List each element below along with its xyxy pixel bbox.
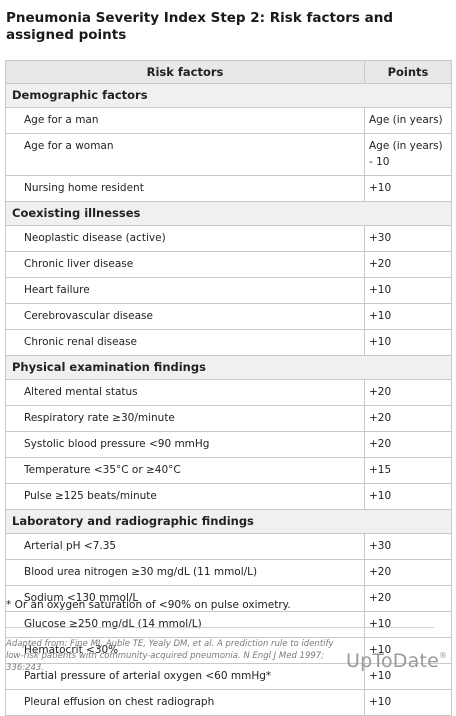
column-header-points: Points [364,60,452,84]
table-row: Age for a woman Age (in years) - 10 [5,133,452,176]
points-cell: Age (in years) [364,107,452,134]
table-row: Respiratory rate ≥30/minute +20 [5,405,452,432]
table-body: Demographic factors Age for a man Age (in … [5,83,452,716]
table-row: Chronic liver disease +20 [5,251,452,278]
footnote: * Or an oxygen saturation of <90% on pul… [6,599,291,611]
risk-factor-cell: Respiratory rate ≥30/minute [5,405,365,432]
points-cell: +10 [364,303,452,330]
section-heading: Coexisting illnesses [5,201,452,226]
points-cell: +10 [364,175,452,202]
points-cell: Age (in years) - 10 [364,133,452,176]
risk-factor-cell: Cerebrovascular disease [5,303,365,330]
table-row: Neoplastic disease (active) +30 [5,225,452,252]
table-row: Chronic renal disease +10 [5,329,452,356]
risk-factor-cell: Blood urea nitrogen ≥30 mg/dL (11 mmol/L… [5,559,365,586]
points-cell: +10 [364,689,452,716]
risk-factor-cell: Chronic liver disease [5,251,365,278]
risk-factor-cell: Systolic blood pressure <90 mmHg [5,431,365,458]
points-cell: +20 [364,585,452,612]
points-cell: +10 [364,637,452,664]
points-cell: +20 [364,559,452,586]
points-cell: +10 [364,611,452,638]
risk-factor-cell: Neoplastic disease (active) [5,225,365,252]
table-row: Nursing home resident +10 [5,175,452,202]
table-row: Altered mental status +20 [5,379,452,406]
risk-factor-cell: Heart failure [5,277,365,304]
points-cell: +20 [364,379,452,406]
points-cell: +20 [364,405,452,432]
table-row: Age for a man Age (in years) [5,107,452,134]
table-row: Blood urea nitrogen ≥30 mg/dL (11 mmol/L… [5,559,452,586]
risk-factor-cell: Pulse ≥125 beats/minute [5,483,365,510]
section-row: Laboratory and radiographic findings [5,509,452,534]
uptodate-logo: UpToDate® [346,650,447,672]
points-cell: +10 [364,329,452,356]
document-title: Pneumonia Severity Index Step 2: Risk fa… [6,10,394,43]
risk-factors-table: Risk factors Points Demographic factors A… [5,60,452,716]
divider [6,627,434,628]
table-row: Systolic blood pressure <90 mmHg +20 [5,431,452,458]
risk-factor-cell: Arterial pH <7.35 [5,533,365,560]
risk-factor-cell: Chronic renal disease [5,329,365,356]
points-cell: +20 [364,251,452,278]
logo-text: UpToDate [346,650,439,672]
section-heading: Demographic factors [5,83,452,108]
table-header-row: Risk factors Points [5,60,452,84]
points-cell: +10 [364,483,452,510]
risk-factor-cell: Pleural effusion on chest radiograph [5,689,365,716]
risk-factor-cell: Age for a man [5,107,365,134]
risk-factor-cell: Nursing home resident [5,175,365,202]
table-row: Cerebrovascular disease +10 [5,303,452,330]
table-row: Glucose ≥250 mg/dL (14 mmol/L) +10 [5,611,452,638]
points-cell: +10 [364,277,452,304]
points-cell: +15 [364,457,452,484]
source-citation: Adapted from: Fine MJ, Auble TE, Yealy D… [6,639,334,673]
table-row: Pulse ≥125 beats/minute +10 [5,483,452,510]
points-cell: +30 [364,533,452,560]
section-row: Demographic factors [5,83,452,108]
table-row: Arterial pH <7.35 +30 [5,533,452,560]
risk-factor-cell: Temperature <35°C or ≥40°C [5,457,365,484]
section-heading: Physical examination findings [5,355,452,380]
risk-factor-cell: Glucose ≥250 mg/dL (14 mmol/L) [5,611,365,638]
table-row: Temperature <35°C or ≥40°C +15 [5,457,452,484]
table-row: Heart failure +10 [5,277,452,304]
section-heading: Laboratory and radiographic findings [5,509,452,534]
risk-factor-cell: Sodium <130 mmol/L [5,585,365,612]
risk-factor-cell: Altered mental status [5,379,365,406]
points-cell: +20 [364,431,452,458]
section-row: Physical examination findings [5,355,452,380]
section-row: Coexisting illnesses [5,201,452,226]
registered-mark: ® [438,651,448,660]
points-cell: +30 [364,225,452,252]
column-header-risk-factors: Risk factors [5,60,365,84]
risk-factor-cell: Age for a woman [5,133,365,176]
table-row: Sodium <130 mmol/L +20 [5,585,452,612]
table-row: Pleural effusion on chest radiograph +10 [5,689,452,716]
